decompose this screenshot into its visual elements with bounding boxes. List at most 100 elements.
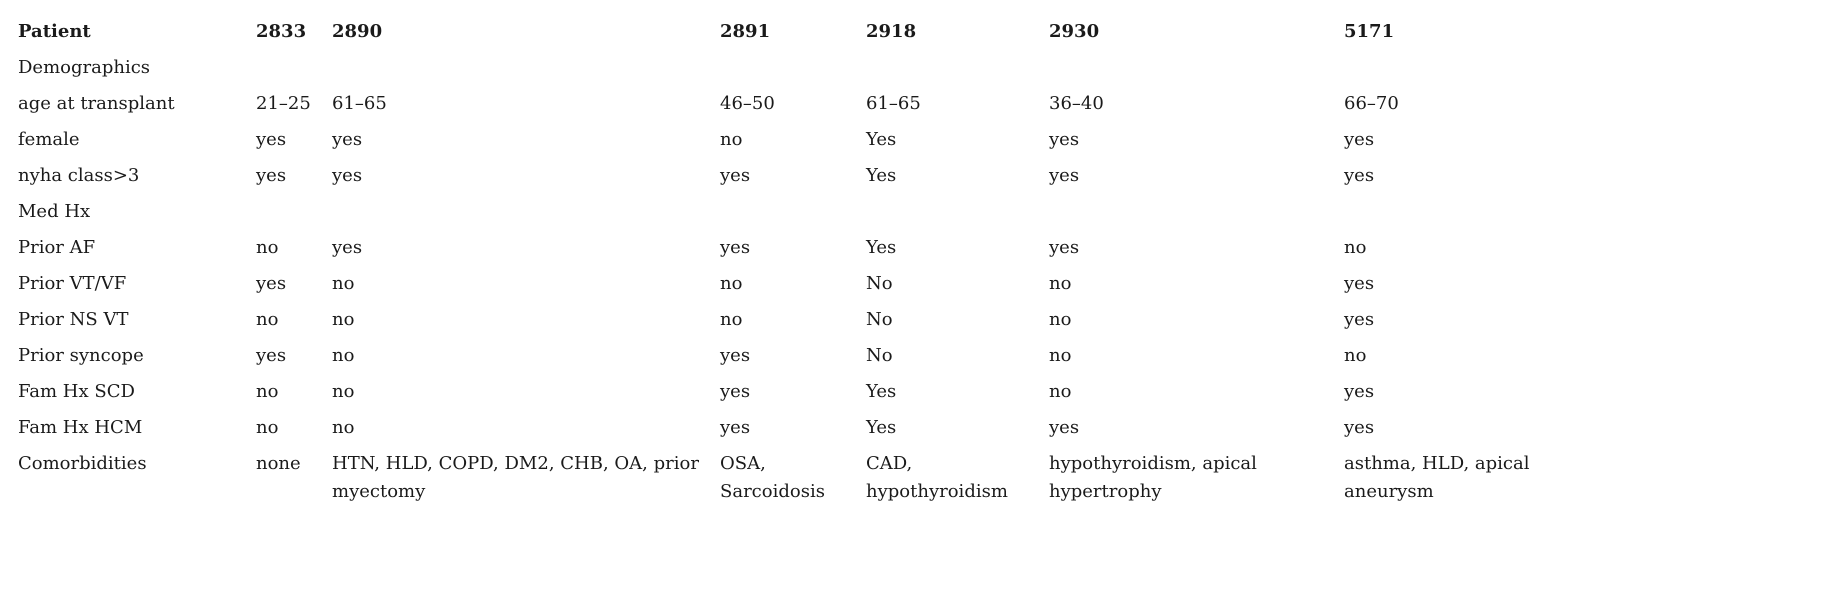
table-cell [862,50,1045,86]
table-cell: HTN, HLD, COPD, DM2, CHB, OA, prior myec… [332,453,699,502]
table-cell: yes [1049,417,1080,438]
row-label-demographics: Demographics [18,57,151,78]
header-cell-patient: Patient [18,21,91,42]
table-cell: yes [332,129,363,150]
row-label-age-at-transplant: age at transplant [18,93,175,114]
table-cell [716,50,862,86]
table-cell: yes [332,165,363,186]
table-row: Demographics [14,50,1574,86]
table-cell: no [332,273,355,294]
table-row: Prior AF no yes yes Yes yes no [14,230,1574,266]
table-cell: yes [720,381,751,402]
table-cell: no [720,273,743,294]
table-cell: no [256,381,279,402]
table-cell: no [1344,237,1367,258]
table-cell: no [1049,345,1072,366]
header-cell-5171: 5171 [1344,21,1395,42]
table-cell [716,194,862,230]
table-cell: yes [720,417,751,438]
table-row: Comorbidities none HTN, HLD, COPD, DM2, … [14,446,1574,510]
table-cell: no [332,309,355,330]
table-cell: Yes [866,237,897,258]
table-header-row: Patient 2833 2890 2891 2918 2930 5171 [14,14,1574,50]
row-label-prior-af: Prior AF [18,237,96,258]
table-cell: no [1049,273,1072,294]
header-cell-2890: 2890 [332,21,383,42]
table-cell: no [332,417,355,438]
table-cell: no [1344,345,1367,366]
header-cell-2918: 2918 [866,21,917,42]
table-cell: Yes [866,417,897,438]
row-label-med-hx: Med Hx [18,201,91,222]
table-cell: 61–65 [332,93,387,114]
table-cell: yes [1049,237,1080,258]
table-cell [328,194,716,230]
table-cell: yes [256,345,287,366]
table-cell: no [720,129,743,150]
header-cell-2833: 2833 [256,21,307,42]
table-row: age at transplant 21–25 61–65 46–50 61–6… [14,86,1574,122]
row-label-nyha-class: nyha class>3 [18,165,140,186]
table-cell: No [866,309,893,330]
table-cell: yes [256,129,287,150]
row-label-fam-hx-hcm: Fam Hx HCM [18,417,143,438]
table-cell: yes [720,345,751,366]
table-cell [1340,194,1574,230]
table-cell: asthma, HLD, apical aneurysm [1344,453,1530,502]
row-label-comorbidities: Comorbidities [18,453,147,474]
table-row: Prior VT/VF yes no no No no yes [14,266,1574,302]
table-cell: CAD, hypothyroidism [866,453,1008,502]
table-cell: no [332,345,355,366]
table-cell: Yes [866,165,897,186]
table-cell: yes [256,273,287,294]
patient-table: Patient 2833 2890 2891 2918 2930 5171 De… [14,14,1574,510]
table-cell: yes [332,237,363,258]
table-cell: no [256,237,279,258]
row-label-prior-vt-vf: Prior VT/VF [18,273,127,294]
table-cell: yes [1344,129,1375,150]
table-cell [862,194,1045,230]
table-row: Fam Hx SCD no no yes Yes no yes [14,374,1574,410]
table-row: nyha class>3 yes yes yes Yes yes yes [14,158,1574,194]
table-cell: OSA, Sarcoidosis [720,453,825,502]
table-cell: Yes [866,381,897,402]
table-cell: no [256,417,279,438]
table-cell [252,50,328,86]
table-cell: 21–25 [256,93,311,114]
table-row: Prior syncope yes no yes No no no [14,338,1574,374]
table-cell: none [256,453,301,474]
table-cell: no [720,309,743,330]
table-cell: no [256,309,279,330]
table-cell: no [1049,309,1072,330]
patient-table-container: Patient 2833 2890 2891 2918 2930 5171 De… [14,14,1574,510]
table-cell: 46–50 [720,93,775,114]
table-cell: yes [1344,381,1375,402]
table-cell: 61–65 [866,93,921,114]
table-cell: no [332,381,355,402]
table-cell: No [866,273,893,294]
table-cell [1340,50,1574,86]
row-label-prior-syncope: Prior syncope [18,345,144,366]
header-cell-2891: 2891 [720,21,771,42]
table-cell [1045,50,1340,86]
table-cell [252,194,328,230]
table-cell [328,50,716,86]
row-label-fam-hx-scd: Fam Hx SCD [18,381,135,402]
table-cell: 66–70 [1344,93,1399,114]
table-row: Prior NS VT no no no No no yes [14,302,1574,338]
table-row: Fam Hx HCM no no yes Yes yes yes [14,410,1574,446]
table-cell: Yes [866,129,897,150]
table-cell: yes [1344,417,1375,438]
table-cell: yes [256,165,287,186]
table-cell: yes [1344,309,1375,330]
table-cell: yes [1344,273,1375,294]
table-cell: No [866,345,893,366]
header-cell-2930: 2930 [1049,21,1100,42]
table-cell: hypothyroidism, apical hypertrophy [1049,453,1257,502]
table-cell: yes [720,237,751,258]
table-cell: yes [1344,165,1375,186]
table-row: Med Hx [14,194,1574,230]
table-cell: yes [1049,165,1080,186]
table-cell [1045,194,1340,230]
table-cell: 36–40 [1049,93,1104,114]
